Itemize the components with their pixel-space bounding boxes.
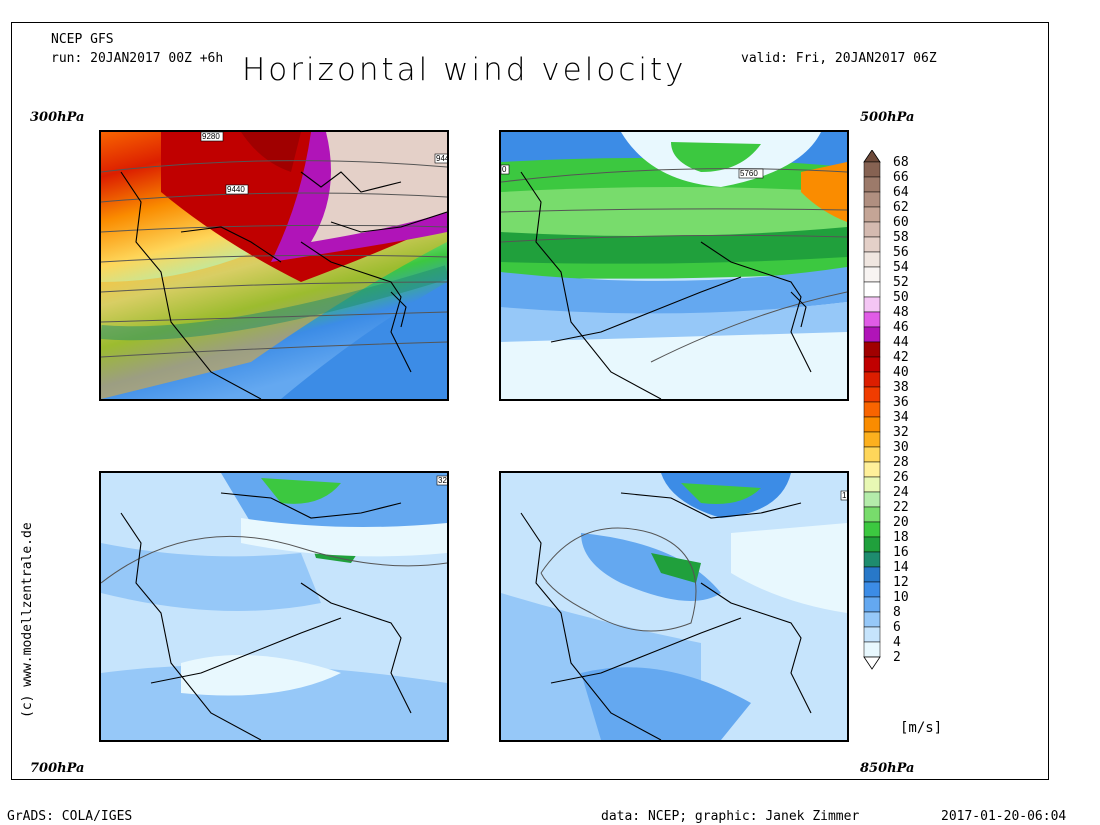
colorbar-tick-label: 62: [893, 200, 909, 215]
colorbar-tick-label: 28: [893, 455, 909, 470]
colorbar: [863, 150, 881, 670]
model-name: NCEP GFS: [51, 32, 114, 47]
colorbar-swatch: [863, 551, 881, 568]
colorbar-swatch: [863, 371, 881, 388]
colorbar-tick-label: 26: [893, 470, 909, 485]
map-panel-500hpa: 5760 0: [499, 130, 849, 401]
colorbar-tick-label: 46: [893, 320, 909, 335]
colorbar-swatch: [863, 386, 881, 403]
colorbar-tick-label: 8: [893, 605, 901, 620]
colorbar-tick-label: 66: [893, 170, 909, 185]
colorbar-swatch: [863, 431, 881, 448]
contour-label: 0: [502, 165, 507, 174]
colorbar-tick-label: 10: [893, 590, 909, 605]
footer-left: GrADS: COLA/IGES: [7, 809, 133, 824]
colorbar-tick-label: 68: [893, 155, 909, 170]
colorbar-swatch: [863, 521, 881, 538]
contour-label: 1: [842, 491, 847, 500]
colorbar-swatch: [863, 476, 881, 493]
colorbar-swatch: [863, 341, 881, 358]
colorbar-swatch: [863, 356, 881, 373]
colorbar-tick-label: 50: [893, 290, 909, 305]
page-title: Horizontal wind velocity: [242, 52, 687, 88]
colorbar-swatch: [863, 611, 881, 628]
colorbar-tick-label: 24: [893, 485, 909, 500]
colorbar-tick-label: 60: [893, 215, 909, 230]
colorbar-tick-label: 32: [893, 425, 909, 440]
colorbar-swatch: [863, 221, 881, 238]
level-label-700: 700hPa: [30, 761, 85, 776]
colorbar-tick-label: 54: [893, 260, 909, 275]
copyright: (c) www.modellzentrale.de: [20, 522, 35, 718]
valid-time: valid: Fri, 20JAN2017 06Z: [741, 51, 937, 66]
colorbar-tick-label: 58: [893, 230, 909, 245]
map-panel-700hpa: 32: [99, 471, 449, 742]
contour-label: 9440: [436, 154, 447, 163]
colorbar-unit: [m/s]: [900, 720, 943, 736]
footer-right: 2017-01-20-06:04: [941, 809, 1067, 824]
colorbar-tick-label: 36: [893, 395, 909, 410]
map-panel-850hpa: 1: [499, 471, 849, 742]
colorbar-tick-label: 6: [893, 620, 901, 635]
colorbar-tick-label: 64: [893, 185, 909, 200]
colorbar-swatch: [863, 416, 881, 433]
colorbar-swatch: [863, 176, 881, 193]
contour-label: 9280: [202, 132, 220, 141]
colorbar-swatch: [863, 326, 881, 343]
colorbar-swatch: [863, 491, 881, 508]
colorbar-arrow-bottom: [863, 656, 881, 670]
colorbar-tick-label: 44: [893, 335, 909, 350]
colorbar-swatch: [863, 281, 881, 298]
level-label-300: 300hPa: [30, 110, 85, 125]
contour-label: 32: [438, 476, 447, 485]
colorbar-tick-label: 16: [893, 545, 909, 560]
level-label-500: 500hPa: [860, 110, 915, 125]
colorbar-swatch: [863, 251, 881, 268]
level-label-850: 850hPa: [860, 761, 915, 776]
colorbar-swatch: [863, 161, 881, 178]
colorbar-swatch: [863, 266, 881, 283]
colorbar-swatch: [863, 641, 881, 658]
colorbar-tick-label: 12: [893, 575, 909, 590]
colorbar-arrow-top: [863, 150, 881, 163]
colorbar-swatch: [863, 581, 881, 598]
colorbar-tick-label: 48: [893, 305, 909, 320]
colorbar-swatch: [863, 596, 881, 613]
colorbar-tick-label: 20: [893, 515, 909, 530]
colorbar-swatch: [863, 236, 881, 253]
footer-middle: data: NCEP; graphic: Janek Zimmer: [601, 809, 860, 824]
colorbar-swatch: [863, 506, 881, 523]
colorbar-tick-label: 2: [893, 650, 901, 665]
colorbar-swatch: [863, 296, 881, 313]
colorbar-tick-label: 42: [893, 350, 909, 365]
colorbar-tick-label: 30: [893, 440, 909, 455]
colorbar-tick-label: 18: [893, 530, 909, 545]
contour-label: 5760: [740, 169, 758, 178]
contour-label: 9440: [227, 185, 245, 194]
colorbar-tick-label: 52: [893, 275, 909, 290]
colorbar-swatch: [863, 401, 881, 418]
colorbar-tick-label: 56: [893, 245, 909, 260]
colorbar-tick-label: 40: [893, 365, 909, 380]
map-panel-300hpa: 9280 9440 9440: [99, 130, 449, 401]
run-info: run: 20JAN2017 00Z +6h: [51, 51, 224, 66]
colorbar-tick-label: 34: [893, 410, 909, 425]
colorbar-swatch: [863, 536, 881, 553]
colorbar-tick-label: 4: [893, 635, 901, 650]
colorbar-swatch: [863, 311, 881, 328]
colorbar-swatch: [863, 191, 881, 208]
colorbar-tick-label: 22: [893, 500, 909, 515]
colorbar-swatch: [863, 566, 881, 583]
colorbar-swatch: [863, 206, 881, 223]
colorbar-tick-label: 14: [893, 560, 909, 575]
colorbar-swatch: [863, 446, 881, 463]
colorbar-swatch: [863, 461, 881, 478]
chart-frame: [11, 22, 1049, 780]
colorbar-tick-label: 38: [893, 380, 909, 395]
colorbar-swatch: [863, 626, 881, 643]
